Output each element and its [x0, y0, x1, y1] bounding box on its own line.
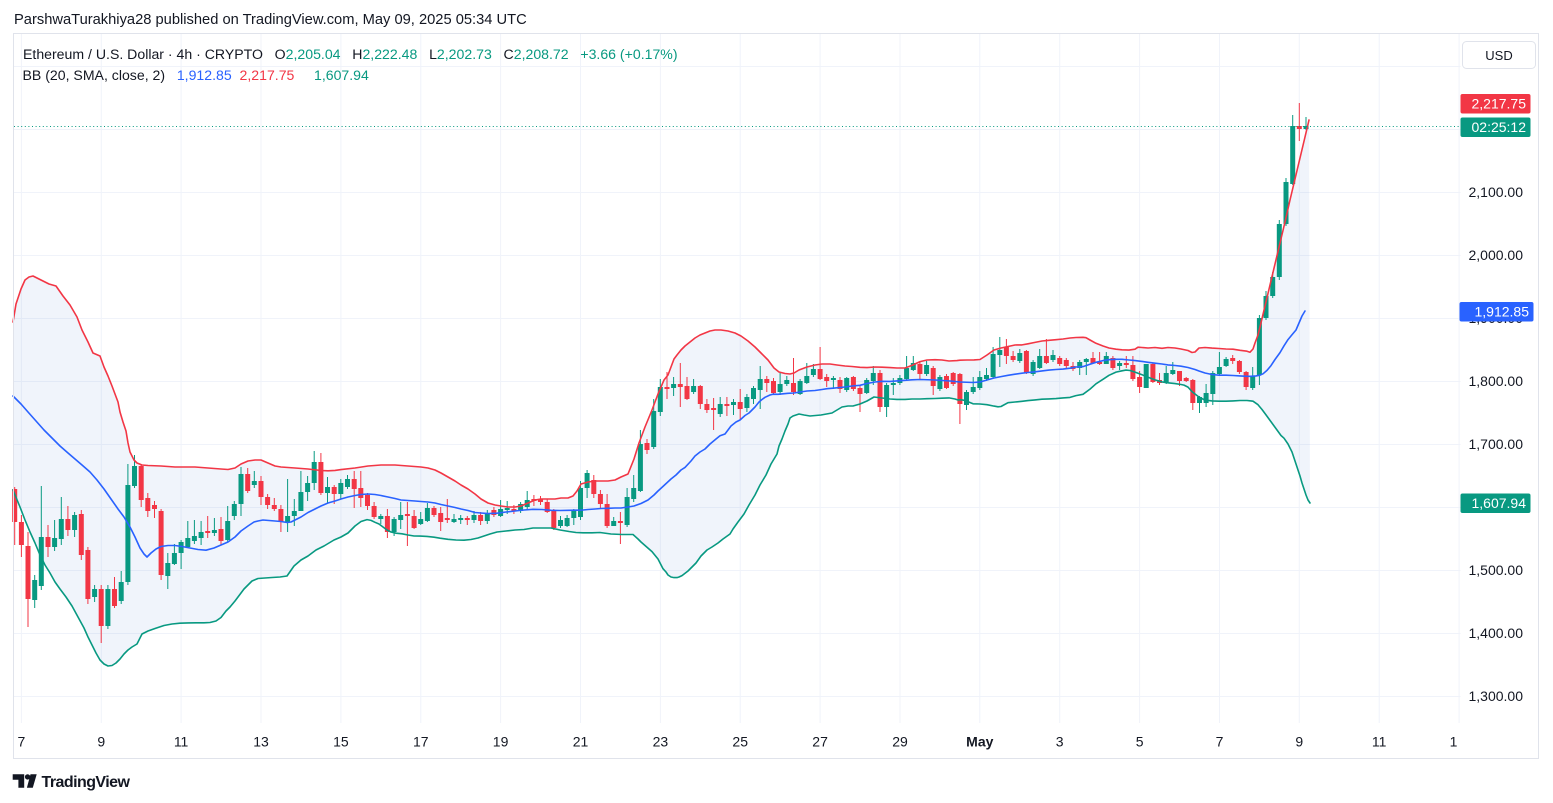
svg-text:1,300.00: 1,300.00: [1469, 688, 1524, 704]
svg-text:19: 19: [493, 734, 509, 750]
svg-text:13: 13: [253, 734, 269, 750]
svg-text:23: 23: [653, 734, 669, 750]
svg-text:1,800.00: 1,800.00: [1469, 373, 1524, 389]
svg-text:1,700.00: 1,700.00: [1469, 436, 1524, 452]
svg-text:1: 1: [1450, 734, 1458, 750]
svg-text:15: 15: [333, 734, 349, 750]
svg-text:3: 3: [1056, 734, 1064, 750]
svg-text:5: 5: [1136, 734, 1144, 750]
svg-text:11: 11: [174, 734, 189, 750]
svg-text:25: 25: [732, 734, 748, 750]
svg-text:1,400.00: 1,400.00: [1469, 625, 1524, 641]
svg-text:11: 11: [1372, 734, 1387, 750]
svg-text:2,217.75: 2,217.75: [1472, 96, 1527, 112]
svg-text:9: 9: [97, 734, 105, 750]
svg-text:1,912.85: 1,912.85: [1475, 304, 1530, 320]
svg-text:USD: USD: [1485, 48, 1512, 63]
svg-text:ParshwaTurakhiya28 published o: ParshwaTurakhiya28 published on TradingV…: [14, 12, 527, 28]
svg-text:02:25:12: 02:25:12: [1472, 119, 1527, 135]
svg-text:21: 21: [573, 734, 589, 750]
svg-text:2,000.00: 2,000.00: [1469, 247, 1524, 263]
svg-text:7: 7: [1216, 734, 1224, 750]
svg-text:29: 29: [892, 734, 908, 750]
svg-text:1,607.94: 1,607.94: [1472, 495, 1527, 511]
svg-text:27: 27: [812, 734, 828, 750]
svg-text:1,500.00: 1,500.00: [1469, 562, 1524, 578]
svg-text:7: 7: [18, 734, 26, 750]
svg-text:BB (20, SMA, close, 2) 1,912: BB (20, SMA, close, 2) 1,912.85 2,217.75…: [23, 67, 370, 83]
svg-text:2,100.00: 2,100.00: [1469, 184, 1524, 200]
svg-text:May: May: [966, 734, 993, 750]
svg-text:9: 9: [1295, 734, 1303, 750]
svg-text:17: 17: [413, 734, 429, 750]
svg-text:TradingView: TradingView: [42, 774, 131, 791]
svg-text:Ethereum / U.S. Dollar · 4h ·: Ethereum / U.S. Dollar · 4h · CRYPTO O2,…: [23, 46, 678, 62]
